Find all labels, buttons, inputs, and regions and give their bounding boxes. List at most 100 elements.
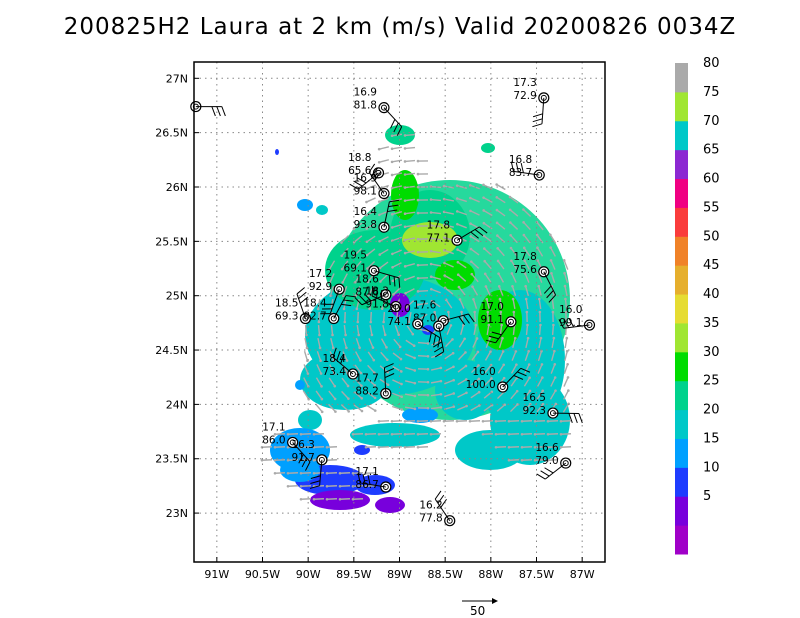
wind-vector-head (482, 234, 486, 238)
wind-vector (496, 390, 506, 400)
wind-vector-head (509, 234, 512, 237)
wind-vector (564, 324, 568, 336)
wind-vector-head (430, 287, 433, 291)
wind-vector (404, 406, 416, 410)
wind-vector (496, 183, 506, 191)
wind-vector-head (483, 247, 486, 250)
wind-barb-flag (513, 375, 524, 380)
wind-vector-head (477, 390, 481, 394)
wind-vector-head (484, 285, 488, 288)
wind-vector (538, 337, 542, 349)
colorbar-segment (675, 438, 688, 468)
wind-vector-head (416, 432, 420, 436)
wind-vector-head (403, 445, 407, 449)
wind-vector (499, 298, 503, 310)
wind-vector-head (460, 310, 463, 314)
wind-barb-flag (384, 368, 395, 374)
wind-vector-head (426, 380, 430, 384)
wind-vector-head (494, 432, 498, 436)
wind-vector (534, 433, 546, 435)
wind-vector-head (482, 209, 485, 212)
wind-vector-head (443, 261, 446, 265)
wind-vector (395, 311, 399, 323)
wind-vector-head (429, 237, 433, 240)
wind-vector (366, 378, 376, 386)
wind-barb-flag (380, 290, 383, 301)
wind-vector-head (403, 212, 407, 215)
wind-vector-head (539, 323, 542, 327)
wind-vector (287, 433, 299, 435)
wind-vector (444, 262, 454, 268)
station-value: 65.6 (348, 165, 372, 177)
wind-vector (406, 325, 414, 335)
station-marker-inner (507, 318, 514, 325)
wind-vector-head (566, 376, 570, 379)
wind-vector-head (439, 406, 443, 409)
wind-vector-head (512, 310, 516, 314)
wind-barb-flag (298, 454, 304, 464)
wind-vector-head (325, 484, 329, 488)
wind-vector-head (564, 310, 568, 314)
wind-vector (430, 211, 442, 215)
wind-barb-flag (296, 287, 305, 295)
wind-vector-head (564, 297, 567, 301)
station-value: 98.1 (354, 186, 377, 198)
wind-vector-head (520, 458, 524, 462)
wind-vector (551, 324, 555, 336)
wind-vector (392, 236, 402, 242)
wind-vector (404, 159, 416, 163)
dropsonde-station: 16.998.1 (354, 163, 390, 200)
station-temp: 16.4 (354, 206, 378, 218)
wind-vector (564, 285, 568, 297)
wind-vector (367, 351, 375, 361)
wind-vector (330, 324, 334, 336)
wind-vector-head (346, 384, 350, 388)
wind-vector (341, 390, 349, 400)
wind-vector-head (390, 432, 394, 436)
wind-vector-head (329, 294, 332, 298)
wind-vector (484, 273, 492, 283)
wind-barb-flag (474, 229, 484, 237)
wind-barb-flag (488, 335, 499, 340)
wind-barb-flag (388, 204, 399, 208)
wind-vector (445, 338, 453, 348)
wind-vector-head (527, 349, 530, 353)
wind-vector-head (457, 285, 461, 289)
wind-vector (404, 198, 416, 202)
wind-vector-head (510, 259, 513, 263)
wind-barb-flag (470, 231, 479, 239)
colorbar-segment (675, 236, 688, 266)
wind-barb-flag (515, 162, 519, 173)
wind-vector-head (378, 213, 381, 217)
wind-vector-head (507, 445, 511, 449)
wind-vector (523, 234, 531, 244)
wind-vector-head (533, 445, 537, 449)
wind-vector (343, 324, 347, 336)
wind-vector-head (299, 471, 303, 475)
wind-vector (304, 324, 308, 336)
wind-vector-head (469, 235, 473, 238)
wind-barb-flag (578, 413, 583, 424)
wind-vector-head (513, 336, 517, 340)
station-value: 77.8 (419, 513, 442, 525)
wind-vector (495, 446, 507, 448)
wind-vector (328, 403, 336, 413)
wind-vector (534, 420, 546, 422)
wind-vector (379, 378, 389, 386)
wind-vector-head (378, 253, 382, 256)
station-value: 69.1 (344, 263, 367, 275)
wind-barb-flag (434, 351, 444, 358)
wind-vector-head (398, 345, 402, 349)
wind-vector-head (379, 280, 382, 283)
wind-barb-flag (458, 316, 466, 325)
wind-vector-head (489, 350, 492, 353)
wind-vector-head (541, 376, 544, 379)
wind-barb (357, 172, 379, 190)
station-value: 77.1 (427, 232, 450, 244)
wind-barb-flag (393, 122, 399, 133)
wind-vector-head (501, 336, 504, 340)
station-temp: 17.2 (309, 268, 332, 280)
wind-vector-head (403, 265, 407, 268)
wind-vector-head (403, 225, 407, 229)
